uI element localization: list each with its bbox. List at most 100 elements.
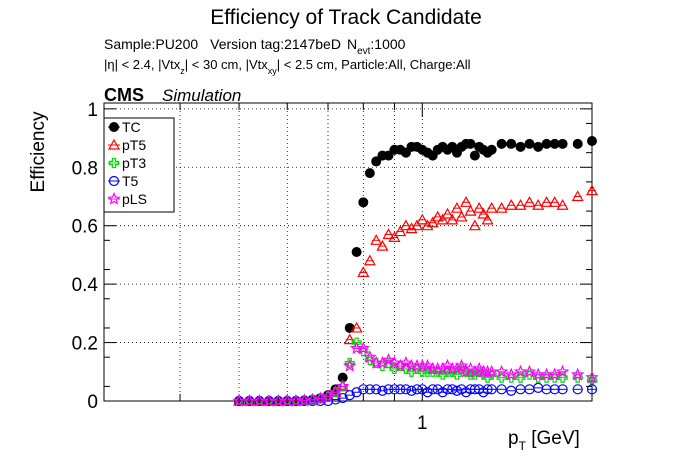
y-tick-label: 0.2 [72,334,98,355]
chart-title: Efficiency of Track Candidate [210,6,482,29]
legend-marker [107,138,121,150]
data-point [548,367,562,381]
subtitle-nevt: N [347,36,357,52]
data-point [486,384,497,395]
data-point [504,367,518,381]
y-axis-label: Efficiency [28,111,49,192]
data-point [464,204,477,216]
legend-entry-pt5: pT5 [107,137,146,153]
data-point [394,225,407,237]
data-point [572,384,583,395]
y-tick-label: 0.4 [72,275,99,296]
data-point [541,372,552,383]
data-point [363,350,377,363]
data-point [465,138,476,149]
x-axis-label-sub: T [519,439,527,453]
legend-marker [108,175,120,187]
data-point [496,384,507,395]
legend-entry-pls: pLS [107,191,147,207]
data-point [387,355,402,369]
legend-marker [109,122,119,132]
data-point [532,199,545,210]
data-point [405,222,418,234]
data-point [468,219,481,231]
data-point [533,372,544,383]
data-point [426,216,439,228]
data-point [557,138,568,149]
subtitle-line-1: Sample:PU200 Version tag:2147beD Nevt:1000 [104,36,406,57]
data-point [351,387,362,398]
data-point [232,393,246,407]
legend-entry-tc: TC [108,119,141,135]
data-point [454,358,469,372]
data-point [469,150,480,161]
data-point [446,213,459,225]
data-point [549,372,560,383]
legend-label: pLS [122,191,147,207]
data-point [522,364,537,378]
subtitle-sample: Sample:PU200 [104,36,198,52]
data-point [473,201,486,213]
data-point [486,369,497,380]
data-point [381,353,396,366]
data-point [572,138,583,149]
data-point [548,196,561,207]
data-point [382,228,395,240]
data-point [481,213,494,225]
x-tick-label: 1 [417,413,428,434]
data-point [370,234,383,245]
data-point [363,254,376,266]
legend-entry-pt3: pT3 [108,155,146,171]
data-point [410,219,423,231]
data-point [515,141,526,152]
data-point [393,358,407,372]
cut-vtxz-sub: z [180,66,185,76]
x-axis-label: pT [GeV] [508,428,580,453]
data-point [336,379,350,393]
data-point [515,372,526,383]
data-point [523,196,536,207]
cut-particle-charge: | < 2.5 cm, Particle:All, Charge:All [277,57,471,72]
data-point [524,369,535,380]
data-point [586,384,598,395]
subtitle-line-2: |η| < 2.4, |Vtxz| < 30 cm, |Vtxxy| < 2.5… [104,57,471,76]
cms-label: CMS [104,85,144,105]
data-point [376,239,389,251]
x-axis-label-unit: [GeV] [526,428,580,449]
data-point [450,361,464,375]
data-point [422,387,433,398]
data-point [416,213,429,225]
series-pls [232,341,599,407]
data-point [431,210,444,222]
subtitle-nevt-sub: evt [357,46,371,57]
data-point [587,135,597,146]
data-point [460,196,473,207]
data-point [388,231,401,242]
data-point [351,247,362,257]
data-point [337,392,348,404]
data-point [417,384,428,395]
data-point [571,367,585,381]
series-pt3 [233,337,598,407]
data-point [364,168,375,179]
y-tick-label: 0.6 [72,217,98,238]
data-point [451,369,463,380]
legend: TC pT5 pT3 T5 pLS [103,117,175,213]
subtitle-version: Version tag:2147beD [210,36,341,52]
legend-label: pT5 [122,137,146,153]
data-point [399,355,413,369]
data-point [514,199,527,210]
data-point [420,358,435,372]
data-point [557,384,568,395]
cut-eta-vtxz: |η| < 2.4, |Vtx [104,57,181,72]
y-tick-label: 1 [87,100,98,121]
legend-marker [108,157,120,169]
data-point [506,372,517,383]
data-point [540,196,553,207]
data-point [437,387,448,398]
data-point [585,370,599,384]
data-point [495,201,508,213]
x-axis-label-p: p [508,428,519,449]
data-point [572,372,583,383]
